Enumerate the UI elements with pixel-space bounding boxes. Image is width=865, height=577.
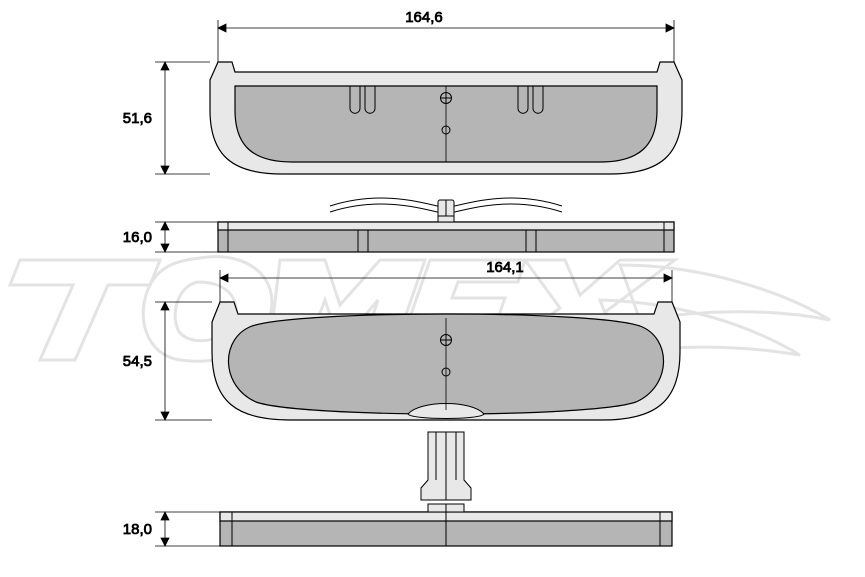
dimension-top-width: 164,6 <box>218 9 674 62</box>
dimension-bottom-height-value: 54,5 <box>123 353 152 370</box>
bottom-clip <box>421 432 471 500</box>
dimension-bottom-thickness-value: 18,0 <box>123 521 152 538</box>
technical-drawing: brakes 164,6 5 <box>0 0 865 577</box>
dimension-mid-thickness: 16,0 <box>123 222 218 252</box>
dimension-bottom-thickness: 18,0 <box>123 512 220 546</box>
dimension-mid-thickness-value: 16,0 <box>123 229 152 246</box>
brake-pad-bottom-side <box>220 504 672 546</box>
dimension-bottom-width: 164,1 <box>220 259 672 302</box>
brake-pad-top-side <box>218 216 674 252</box>
dimension-top-height-value: 51,6 <box>123 110 152 127</box>
brake-pad-top-face <box>210 62 682 174</box>
dimension-top-width-value: 164,6 <box>405 9 443 26</box>
brake-pad-bottom-face <box>212 302 680 420</box>
dimension-top-height: 51,6 <box>123 62 210 174</box>
dimension-bottom-width-value: 164,1 <box>486 259 524 276</box>
